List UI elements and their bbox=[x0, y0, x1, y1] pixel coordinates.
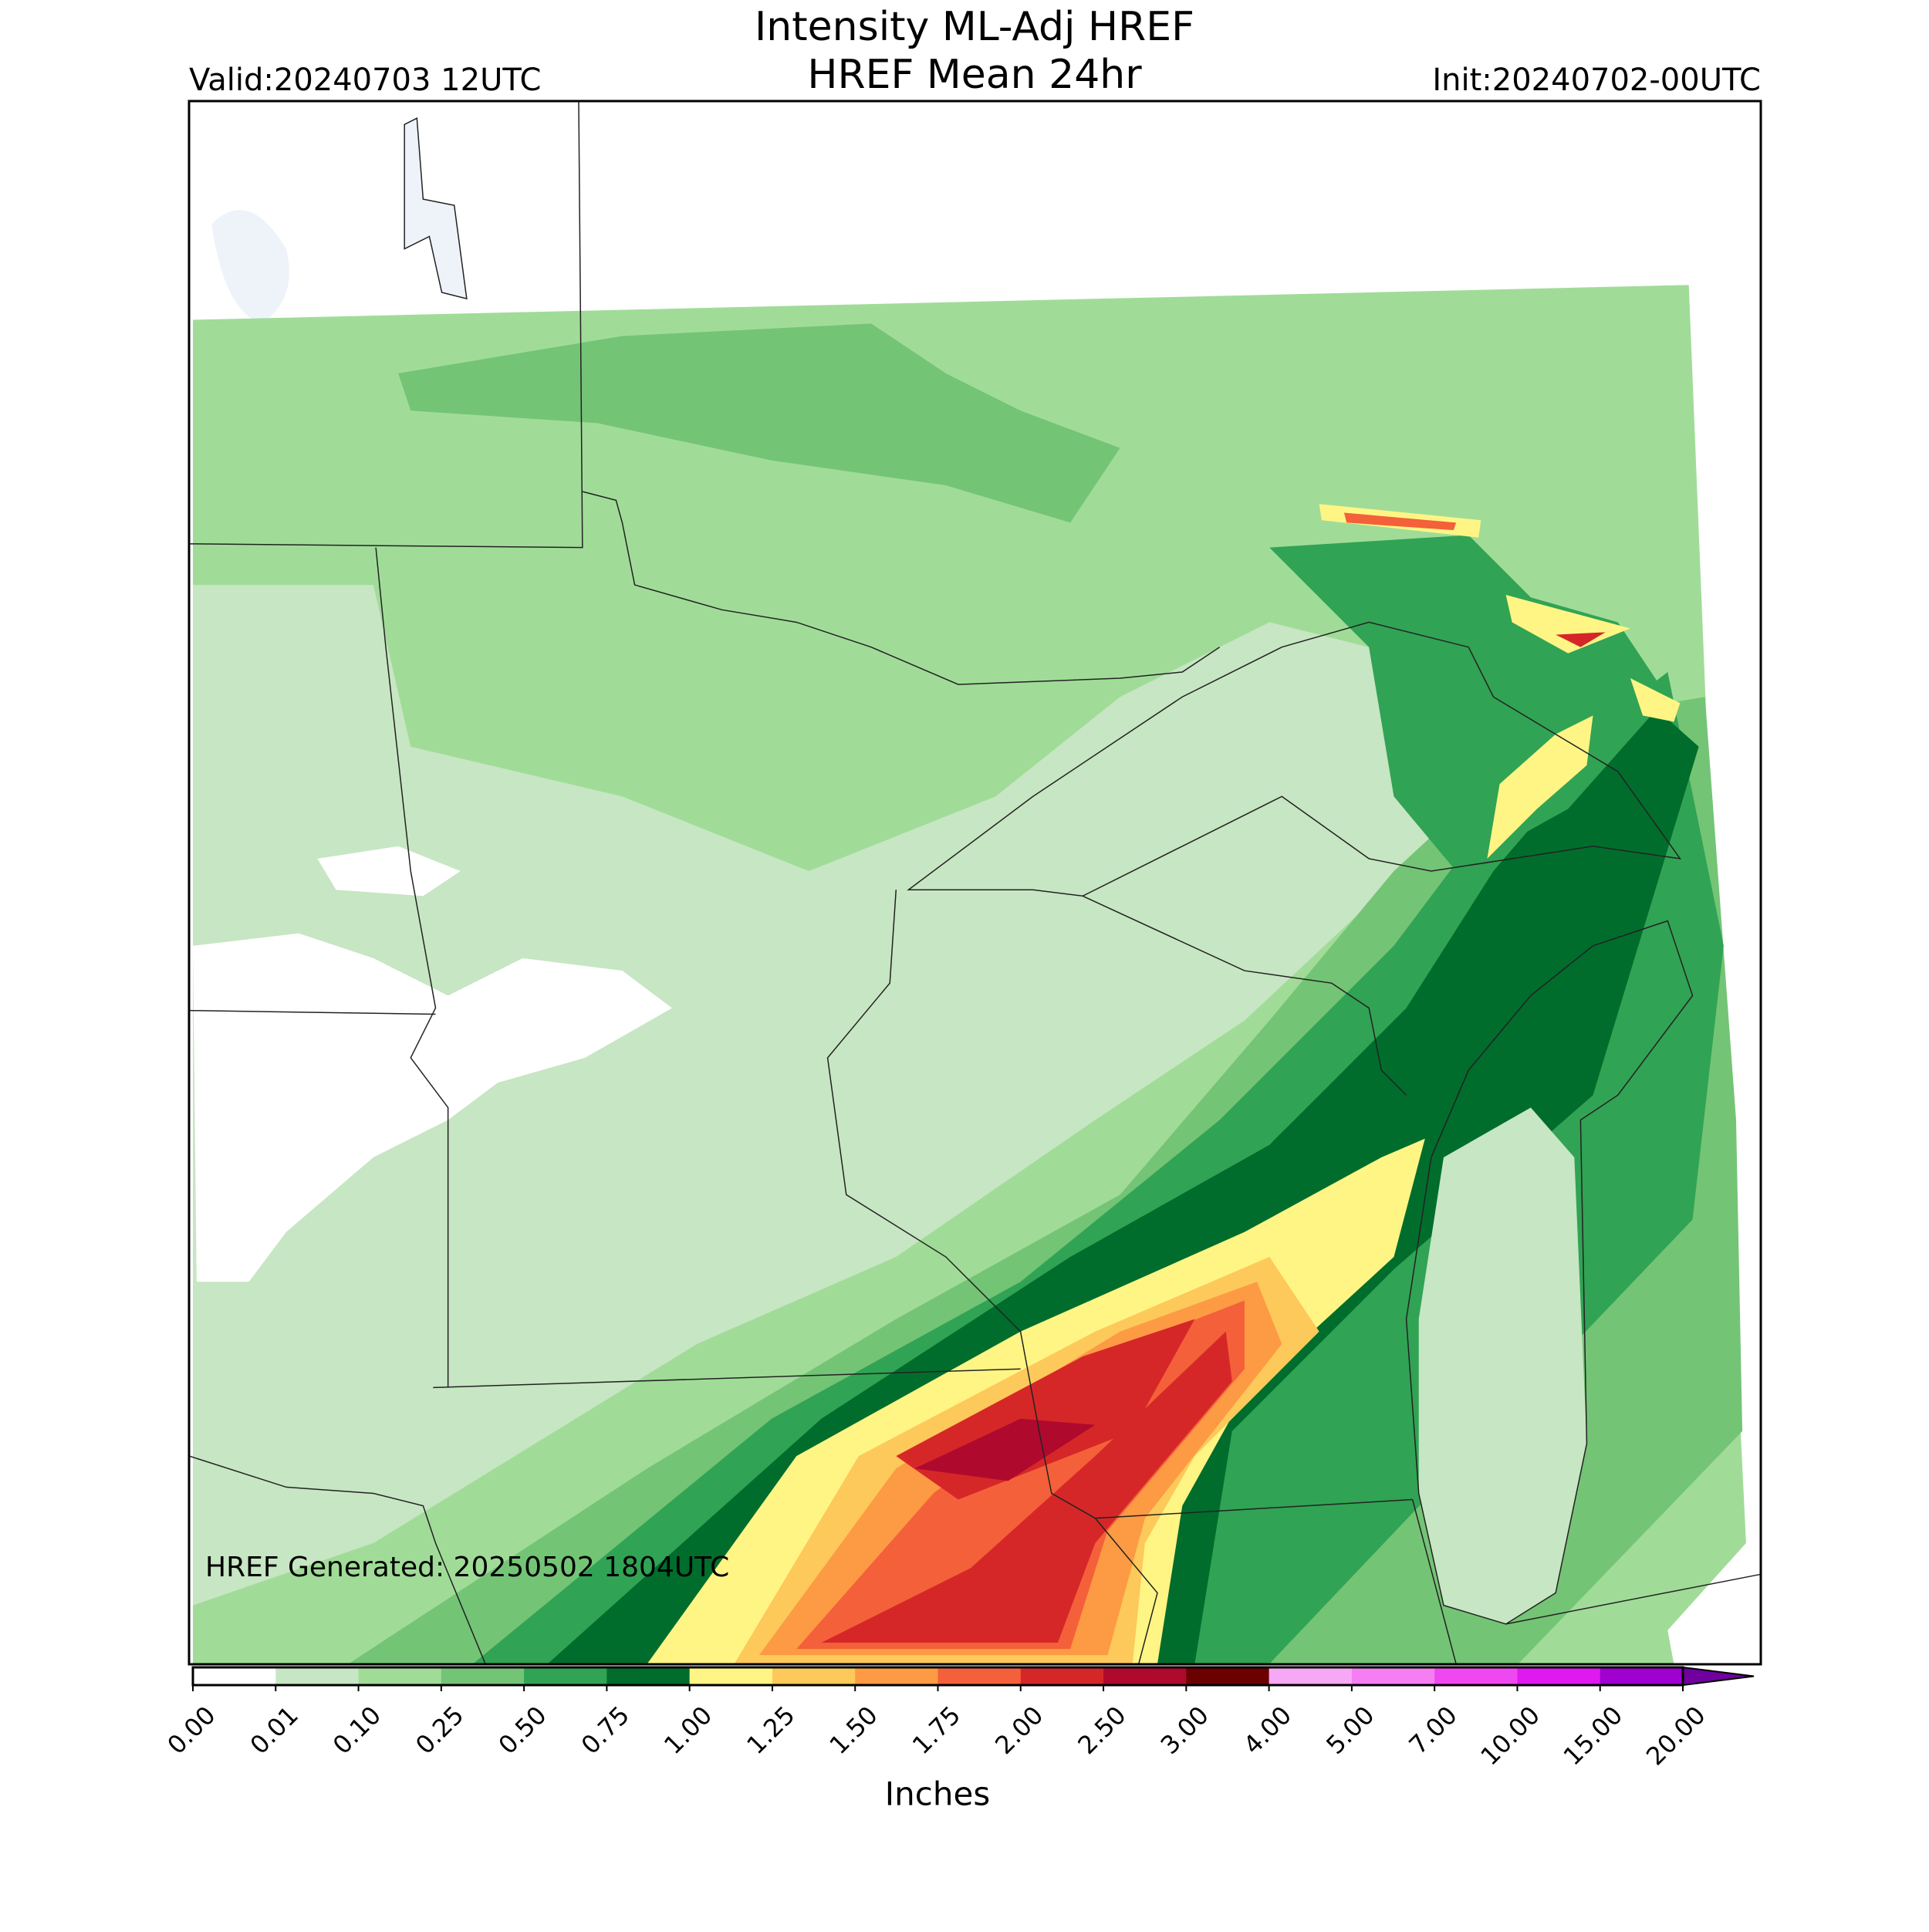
tick-label: 20.00 bbox=[1640, 1701, 1711, 1772]
colorbar: 0.00 0.01 0.10 0.25 0.50 0.75 1.00 1.25 1.50 1.75… bbox=[161, 1666, 1755, 1772]
colorbar-bin bbox=[358, 1667, 442, 1685]
precip-area bbox=[317, 846, 461, 897]
colorbar-bin bbox=[1600, 1667, 1684, 1685]
colorbar-bin bbox=[937, 1667, 1022, 1685]
colorbar-bin bbox=[1434, 1667, 1518, 1685]
tick-label: 3.00 bbox=[1155, 1701, 1214, 1760]
title: Intensity ML-Adj HREF bbox=[755, 4, 1194, 50]
tick-label: 2.50 bbox=[1072, 1701, 1131, 1760]
footnote: HREF Generated: 20250502 1804UTC bbox=[205, 1552, 729, 1583]
colorbar-bin bbox=[689, 1667, 773, 1685]
lake-shore bbox=[908, 622, 1680, 896]
lake bbox=[404, 118, 467, 299]
tick-label: 0.00 bbox=[161, 1701, 221, 1760]
colorbar-bin bbox=[275, 1667, 360, 1685]
colorbar-bin bbox=[441, 1667, 525, 1685]
precip-area bbox=[1556, 632, 1606, 647]
colorbar-bin bbox=[1269, 1667, 1353, 1685]
tick-label: 0.50 bbox=[492, 1701, 552, 1760]
border bbox=[1413, 1500, 1456, 1664]
precip-area bbox=[398, 323, 1120, 523]
tick-label: 1.25 bbox=[741, 1701, 800, 1760]
tick-label: 0.25 bbox=[410, 1701, 469, 1760]
border bbox=[189, 101, 583, 548]
colorbar-extend bbox=[1682, 1666, 1755, 1687]
subtitle: HREF Mean 24hr bbox=[807, 52, 1142, 98]
colorbar-bin bbox=[1186, 1667, 1270, 1685]
tick-label: 15.00 bbox=[1558, 1701, 1629, 1772]
border bbox=[1506, 1574, 1762, 1624]
precip-area bbox=[1487, 715, 1593, 859]
colorbar-bin bbox=[606, 1667, 691, 1685]
colorbar-bin bbox=[524, 1667, 607, 1685]
precip-area bbox=[1630, 678, 1681, 722]
border bbox=[583, 491, 1220, 684]
precip-area bbox=[547, 697, 1699, 1664]
tick-label: 0.10 bbox=[327, 1701, 387, 1760]
precip-area bbox=[1343, 512, 1457, 531]
border bbox=[189, 1456, 485, 1663]
tick-label: 0.01 bbox=[245, 1701, 304, 1760]
precip-area bbox=[1418, 1107, 1587, 1624]
colorbar-bin bbox=[193, 1667, 276, 1685]
precip-area bbox=[1505, 594, 1630, 654]
lake-shore bbox=[1407, 921, 1693, 1624]
init-time: Init:20240702-00UTC bbox=[1432, 62, 1761, 98]
colorbar-bin bbox=[855, 1667, 938, 1685]
border bbox=[828, 890, 1157, 1663]
colorbar-bin bbox=[772, 1667, 856, 1685]
tick-label: 10.00 bbox=[1475, 1701, 1546, 1772]
tick-label: 1.00 bbox=[658, 1701, 718, 1760]
tick-label: 5.00 bbox=[1320, 1701, 1380, 1760]
colorbar-bin bbox=[1103, 1667, 1187, 1685]
colorbar-bin bbox=[1517, 1667, 1601, 1685]
border bbox=[189, 1011, 435, 1015]
tick-label: 7.00 bbox=[1404, 1701, 1463, 1760]
precip-area bbox=[192, 933, 672, 1282]
tick-label: 4.00 bbox=[1238, 1701, 1297, 1760]
precip-area bbox=[914, 1418, 1096, 1481]
border bbox=[1083, 896, 1406, 1095]
colorbar-bin bbox=[1351, 1667, 1435, 1685]
valid-time: Valid:20240703 12UTC bbox=[189, 62, 541, 98]
tick-label: 0.75 bbox=[576, 1701, 635, 1760]
precip-area bbox=[821, 1331, 1232, 1643]
precip-area bbox=[472, 671, 1724, 1664]
tick-label: 1.50 bbox=[824, 1701, 883, 1760]
border bbox=[376, 548, 448, 1388]
tick-label: 1.75 bbox=[907, 1701, 966, 1760]
tick-label: 2.00 bbox=[989, 1701, 1049, 1760]
border bbox=[1095, 1500, 1412, 1518]
precip-area bbox=[192, 585, 1431, 1606]
border bbox=[433, 1369, 1020, 1387]
colorbar-label: Inches bbox=[885, 1775, 990, 1813]
map-frame bbox=[187, 100, 1762, 1666]
colorbar-bin bbox=[1020, 1667, 1104, 1685]
map bbox=[189, 101, 1761, 1664]
lake bbox=[211, 210, 289, 324]
